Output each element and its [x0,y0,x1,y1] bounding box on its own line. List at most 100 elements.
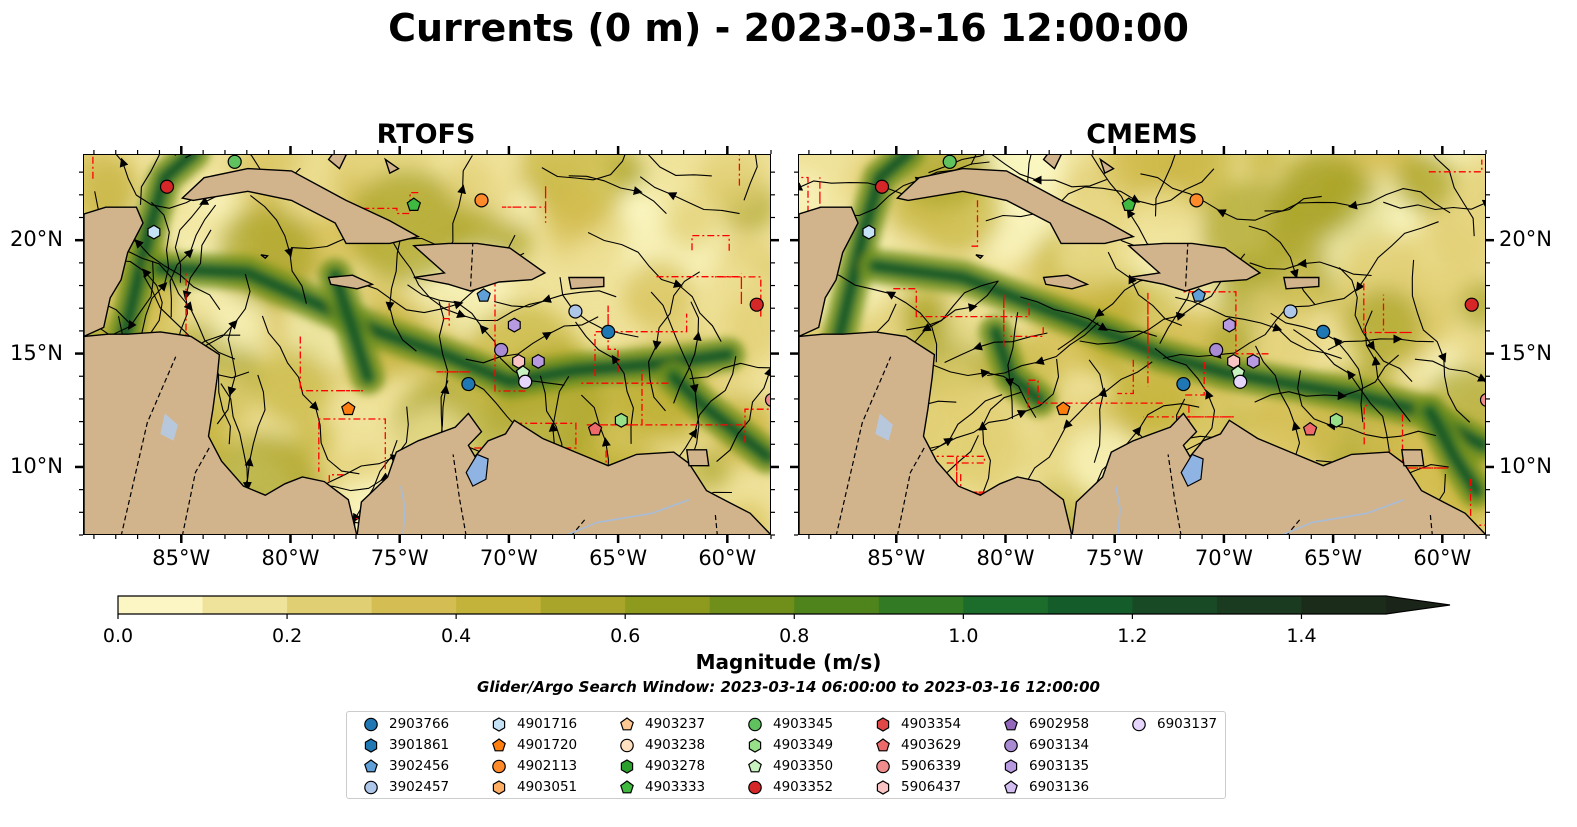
float-marker-4903352 [1464,297,1479,312]
float-marker-5906437 [512,353,526,369]
legend-label: 4903333 [645,779,706,795]
float-marker-6903137 [1233,374,1248,389]
float-marker-5906339 [1479,393,1485,407]
pentagon-marker-icon [620,717,634,731]
land-yucatan [799,206,859,338]
legend-label: 4903345 [773,716,834,732]
float-marker-4901720 [1056,401,1071,416]
lon-tick-label: 85°W [867,546,926,570]
legend-item: 6903137 [1131,716,1217,732]
land-bahamas2 [384,157,400,175]
rtofs-current-map [84,155,770,534]
legend-label: 4903350 [773,758,834,774]
colorbar-tick-label: 1.2 [1117,625,1147,647]
float-marker-2903766 [601,324,616,339]
lon-tick-label: 65°W [1304,546,1363,570]
colorbar-bin [625,596,711,614]
legend-label: 4901716 [517,716,578,732]
land-puertorico [1283,276,1320,290]
colorbar-bin [709,596,795,614]
figure-title: Currents (0 m) - 2023-03-16 12:00:00 [388,6,1189,50]
float-marker-6903137 [518,374,533,389]
lon-tick-label: 60°W [698,546,757,570]
legend-item: 6903135 [1003,758,1089,774]
float-marker-5906437 [1227,353,1241,369]
float-marker-4903629 [1302,421,1318,436]
legend-label: 4903349 [773,737,834,753]
legend-item: 4903333 [619,779,705,795]
legend-label: 4903238 [645,737,706,753]
legend-label: 4903354 [901,716,962,732]
legend-item: 4903345 [747,716,833,732]
land-puertorico [568,276,605,290]
land-bahamas2 [1099,157,1115,175]
lat-tick-label: 10°N [1499,453,1552,478]
float-legend: 2903766 3901861 3902456 3902457 4901716 49017… [346,711,1226,799]
circle-marker-icon [364,780,378,795]
land-bahamas1 [327,155,347,170]
lake-nicaragua [875,413,893,441]
colorbar-tick-label: 1.0 [948,625,978,647]
colorbar-bin [1132,596,1218,614]
float-marker-4903352 [874,179,890,194]
float-marker-2903766 [1176,376,1191,392]
lon-tick-label: 70°W [1194,546,1253,570]
float-marker-5906339 [764,393,770,407]
legend-label: 6903135 [1029,758,1090,774]
circle-marker-icon [748,717,762,732]
circle-marker-icon [492,759,506,774]
float-marker-4903352 [749,297,764,312]
legend-label: 4903237 [645,716,706,732]
float-marker-6903135 [1222,317,1236,333]
legend-label: 4903629 [901,737,962,753]
colorbar-bin [1301,596,1387,614]
colorbar-bin [1216,596,1302,614]
legend-item: 4902113 [491,758,577,774]
land-caymans [260,254,269,260]
legend-label: 6903136 [1029,779,1090,795]
float-marker-2903766 [1316,324,1331,339]
float-marker-4903629 [587,421,603,436]
lon-tick-label: 60°W [1413,546,1472,570]
legend-label: 3902457 [389,779,450,795]
land-jamaica [327,274,375,290]
float-marker-3902456 [1191,288,1206,302]
legend-item: 3901861 [363,737,449,753]
pentagon-marker-icon [876,738,890,752]
map-panel-rtofs[interactable] [83,154,771,535]
lon-tick-label: 80°W [976,546,1035,570]
colorbar-tick-label: 1.4 [1286,625,1316,647]
pentagon-marker-icon [620,780,634,794]
search-window-text: Glider/Argo Search Window: 2023-03-14 06… [477,678,1100,696]
legend-label: 3901861 [389,737,450,753]
legend-label: 4903278 [645,758,706,774]
hexagon-marker-icon [748,738,762,753]
legend-item: 2903766 [363,716,449,732]
legend-item: 4903237 [619,716,705,732]
float-marker-2903766 [461,376,476,392]
lat-tick-label: 20°N [1499,227,1552,252]
colorbar-tick-label: 0.4 [441,625,471,647]
colorbar-tick-label: 0.2 [272,625,302,647]
legend-item: 4903349 [747,737,833,753]
legend-item: 4903629 [875,737,961,753]
float-marker-4901720 [341,401,356,416]
float-marker-4901716 [147,224,161,240]
legend-item: 4903354 [875,716,961,732]
map-panel-cmems[interactable] [798,154,1486,535]
legend-item: 3902457 [363,779,449,795]
legend-label: 4903051 [517,779,578,795]
colorbar-bin [118,596,204,614]
float-marker-4903333 [406,197,422,212]
float-marker-4901716 [862,224,876,240]
colorbar-bin [963,596,1049,614]
hexagon-marker-icon [492,780,506,795]
float-marker-4902113 [474,193,489,208]
float-marker-3902457 [568,304,583,319]
lon-tick-label: 80°W [261,546,320,570]
float-marker-4903345 [942,155,957,169]
legend-item: 3902456 [363,758,449,774]
float-marker-6903134 [1209,342,1224,358]
panel-title-rtofs: RTOFS [376,119,476,150]
legend-label: 3902456 [389,758,450,774]
